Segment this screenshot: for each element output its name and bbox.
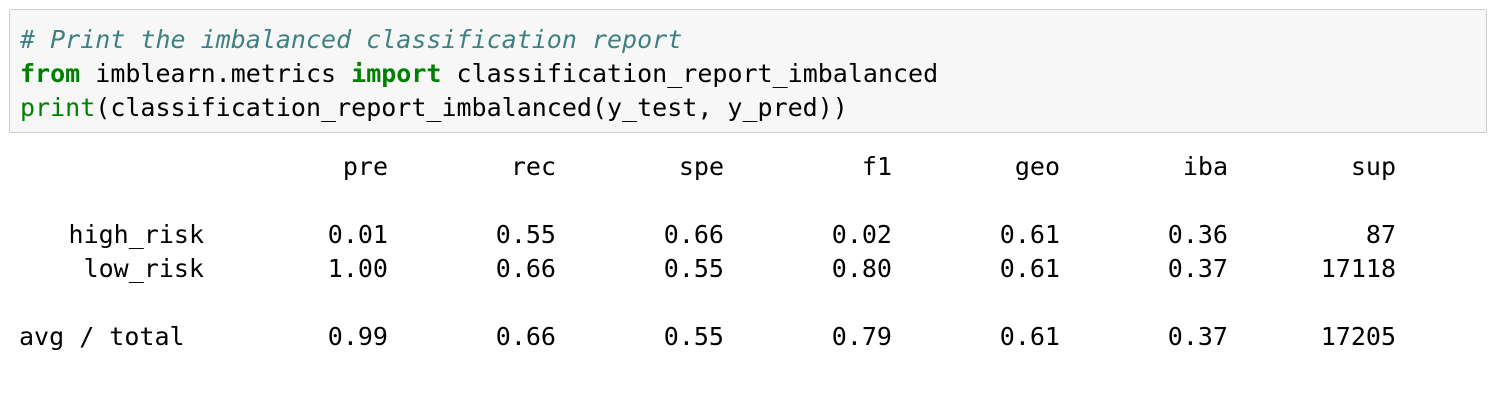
module-name: imblearn.metrics [80, 59, 352, 88]
header-spe: spe [678, 152, 724, 181]
high-risk-sup: 87 [1365, 220, 1396, 249]
builtin-print: print [20, 93, 96, 122]
avg-total-pre: 0.99 [327, 322, 388, 351]
header-geo: geo [1014, 152, 1060, 181]
avg-total-f1: 0.79 [831, 322, 892, 351]
avg-total-rec: 0.66 [495, 322, 556, 351]
avg-total-sup: 17205 [1320, 322, 1396, 351]
low-risk-f1: 0.80 [831, 254, 892, 283]
low-risk-geo: 0.61 [999, 254, 1060, 283]
code-line-comment: # Print the imbalanced classification re… [20, 23, 682, 57]
keyword-from: from [20, 59, 81, 88]
avg-total-spe: 0.55 [663, 322, 724, 351]
header-pre: pre [342, 152, 388, 181]
code-cell-input[interactable]: # Print the imbalanced classification re… [9, 9, 1487, 133]
header-sup: sup [1350, 152, 1396, 181]
high-risk-f1: 0.02 [831, 220, 892, 249]
high-risk-spe: 0.66 [663, 220, 724, 249]
low-risk-spe: 0.55 [663, 254, 724, 283]
header-rec: rec [510, 152, 556, 181]
row-label-high-risk: high_risk [68, 220, 204, 249]
low-risk-iba: 0.37 [1167, 254, 1228, 283]
imported-name: classification_report_imbalanced [441, 59, 939, 88]
high-risk-geo: 0.61 [999, 220, 1060, 249]
print-arguments: (classification_report_imbalanced(y_test… [95, 93, 848, 122]
avg-total-geo: 0.61 [999, 322, 1060, 351]
cell-output: pre rec spe f1 geo iba sup high_risk 0.0… [0, 133, 1488, 406]
code-line-print: print(classification_report_imbalanced(y… [20, 91, 848, 125]
code-line-import: from imblearn.metrics import classificat… [20, 57, 938, 91]
avg-total-iba: 0.37 [1167, 322, 1228, 351]
row-label-avg-total: avg / total [19, 322, 185, 351]
high-risk-iba: 0.36 [1167, 220, 1228, 249]
keyword-import: import [351, 59, 442, 88]
low-risk-rec: 0.66 [495, 254, 556, 283]
header-iba: iba [1182, 152, 1228, 181]
row-label-low-risk: low_risk [83, 254, 204, 283]
header-f1: f1 [861, 152, 892, 181]
high-risk-pre: 0.01 [327, 220, 388, 249]
low-risk-sup: 17118 [1320, 254, 1396, 283]
high-risk-rec: 0.55 [495, 220, 556, 249]
low-risk-pre: 1.00 [327, 254, 388, 283]
comment-token: # Print the imbalanced classification re… [20, 25, 683, 54]
